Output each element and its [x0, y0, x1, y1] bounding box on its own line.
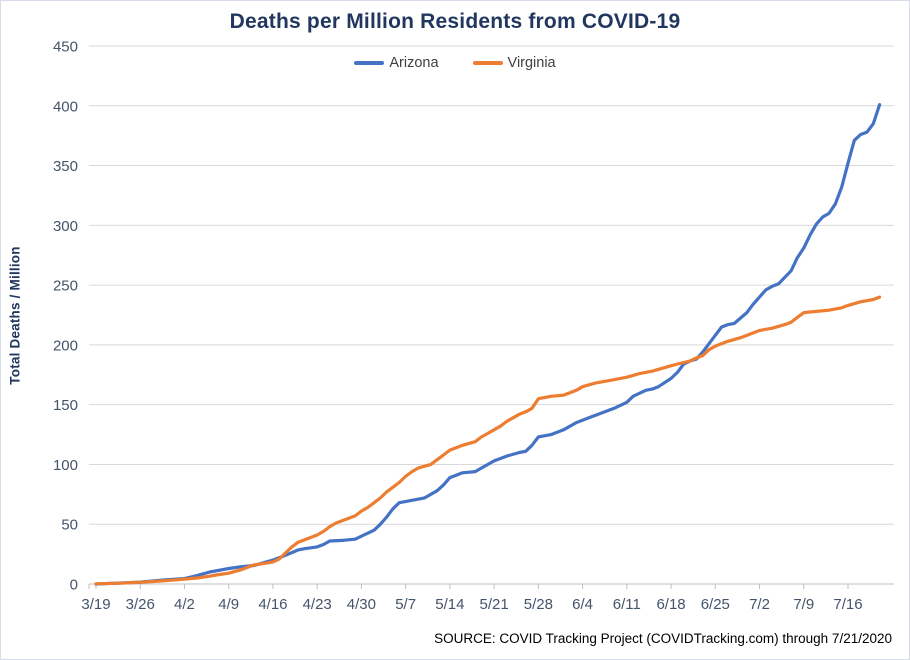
source-note: SOURCE: COVID Tracking Project (COVIDTra…	[434, 631, 892, 646]
x-tick-label: 4/23	[303, 596, 332, 613]
legend-item-arizona: Arizona	[354, 55, 439, 71]
y-tick-label: 400	[53, 98, 78, 115]
x-tick-label: 4/30	[347, 596, 376, 613]
legend-label-arizona: Arizona	[389, 55, 439, 71]
x-tick-label: 7/2	[749, 596, 770, 613]
y-tick-label: 450	[53, 39, 78, 56]
y-tick-label: 50	[61, 517, 78, 534]
legend-swatch-virginia-icon	[472, 61, 503, 65]
chart-title: Deaths per Million Residents from COVID-…	[229, 10, 681, 33]
x-tick-label: 5/7	[395, 596, 416, 613]
x-tick-label: 4/9	[218, 596, 239, 613]
legend-label-virginia: Virginia	[507, 55, 556, 71]
x-tick-label: 5/21	[480, 596, 509, 613]
y-tick-label: 100	[53, 457, 78, 474]
x-tick-label: 5/28	[524, 596, 553, 613]
x-tick-label: 7/9	[793, 596, 814, 613]
x-tick-label: 3/26	[126, 596, 155, 613]
x-tick-label: 5/14	[435, 596, 464, 613]
y-tick-label: 200	[53, 337, 78, 354]
series-line-virginia	[94, 295, 882, 586]
y-tick-label: 300	[53, 218, 78, 235]
x-tick-label: 4/2	[174, 596, 195, 613]
y-tick-label: 0	[70, 577, 78, 594]
x-tick-label: 6/25	[701, 596, 730, 613]
legend-swatch-arizona-icon	[354, 61, 385, 65]
y-tick-label: 150	[53, 397, 78, 414]
chart-legend: Arizona Virginia	[1, 55, 909, 71]
x-tick-label: 7/16	[833, 596, 862, 613]
x-tick-label: 6/4	[572, 596, 593, 613]
x-tick-label: 6/18	[656, 596, 685, 613]
x-tick-label: 6/11	[613, 596, 641, 613]
series-line-arizona	[94, 102, 882, 586]
x-tick-label: 3/19	[81, 596, 110, 613]
legend-item-virginia: Virginia	[472, 55, 556, 71]
x-tick-label: 4/16	[258, 596, 287, 613]
y-tick-label: 250	[53, 278, 78, 295]
y-tick-label: 350	[53, 158, 78, 175]
